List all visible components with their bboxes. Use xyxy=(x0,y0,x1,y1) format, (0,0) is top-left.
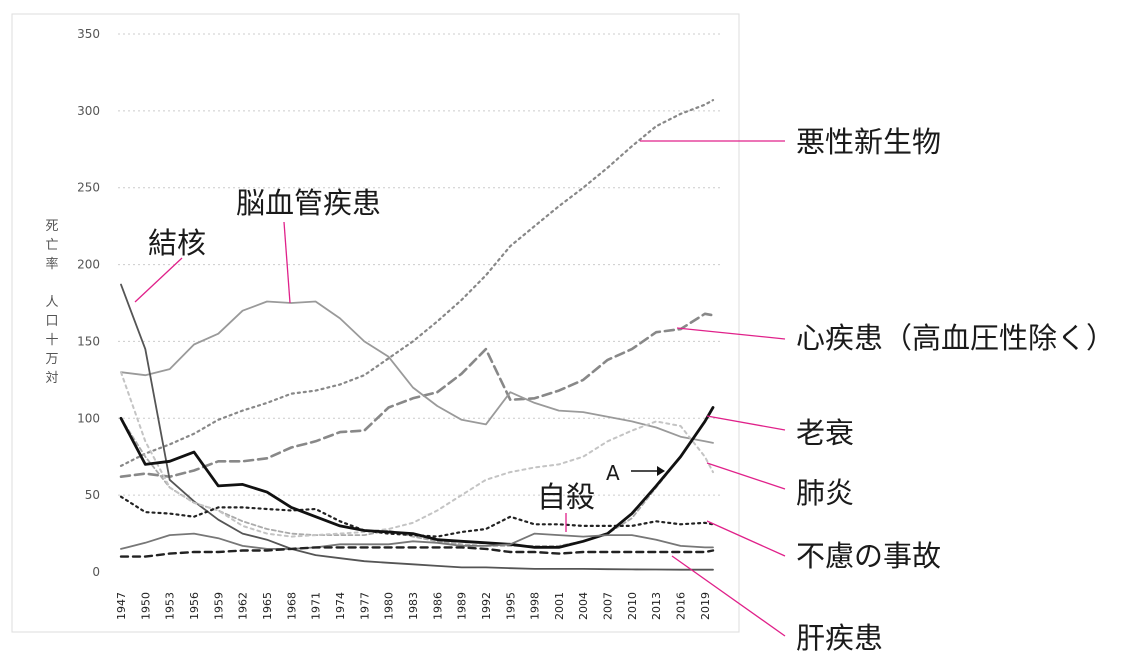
leader-line-3 xyxy=(134,257,183,303)
x-tick-2010: 2010 xyxy=(626,592,639,620)
x-tick-1971: 1971 xyxy=(310,592,323,620)
y-tick-0: 0 xyxy=(92,565,100,579)
x-tick-1977: 1977 xyxy=(358,592,371,620)
x-tick-1974: 1974 xyxy=(334,592,347,620)
series-line-8 xyxy=(119,406,715,549)
x-tick-1998: 1998 xyxy=(529,592,542,620)
series-line-7 xyxy=(119,495,715,538)
annotation-label-7: 不慮の事故 xyxy=(796,539,941,573)
y-tick-50: 50 xyxy=(85,488,100,502)
x-tick-1956: 1956 xyxy=(188,592,201,620)
y-label-char: 口 xyxy=(45,314,58,329)
x-tick-1947: 1947 xyxy=(115,592,128,620)
y-label-char: 率 xyxy=(45,256,58,272)
x-tick-1965: 1965 xyxy=(261,592,274,620)
plot-frame xyxy=(11,13,740,633)
x-tick-1959: 1959 xyxy=(212,592,225,620)
annotation-leaders xyxy=(134,140,786,637)
grid-lines xyxy=(118,33,720,496)
series-line-3 xyxy=(120,300,714,444)
x-tick-1953: 1953 xyxy=(164,592,177,620)
leader-line-4 xyxy=(676,327,786,340)
annotation-label-5: 老衰 xyxy=(796,416,854,450)
series-line-6 xyxy=(120,371,714,538)
leader-line-6 xyxy=(706,462,786,490)
x-tick-1980: 1980 xyxy=(383,592,396,620)
x-tick-1968: 1968 xyxy=(285,592,298,620)
x-tick-1989: 1989 xyxy=(456,592,469,620)
x-tick-1983: 1983 xyxy=(407,592,420,620)
y-label-char: 十 xyxy=(45,333,58,348)
y-label-char: 亡 xyxy=(45,238,58,253)
leader-line-9 xyxy=(671,555,786,637)
x-tick-2007: 2007 xyxy=(602,592,615,620)
series-line-1 xyxy=(119,99,715,467)
x-tick-2019: 2019 xyxy=(699,592,712,620)
annotation-label-6: 肺炎 xyxy=(796,476,854,510)
annotation-label-8: 自殺 xyxy=(537,480,595,514)
y-label-char: 万 xyxy=(45,352,58,367)
annotation-label-1: 悪性新生物 xyxy=(796,125,941,159)
y-tick-100: 100 xyxy=(77,411,100,425)
series-line-9 xyxy=(120,532,714,550)
series-line-2 xyxy=(119,312,715,478)
x-tick-2001: 2001 xyxy=(553,592,566,620)
series-line-4 xyxy=(120,283,714,571)
annotation-label-9: 肝疾患 xyxy=(796,621,883,655)
y-label-char: 死 xyxy=(45,219,58,234)
y-label-char: 対 xyxy=(45,371,58,386)
y-tick-200: 200 xyxy=(77,258,100,272)
y-tick-150: 150 xyxy=(77,334,100,348)
x-tick-1995: 1995 xyxy=(504,592,517,620)
y-tick-250: 250 xyxy=(77,181,100,195)
y-tick-350: 350 xyxy=(77,27,100,41)
y-tick-300: 300 xyxy=(77,104,100,118)
series-line-10 xyxy=(119,546,715,558)
annotation-label-4: 心疾患（高血圧性除く） xyxy=(796,321,1115,355)
y-label-char: 人 xyxy=(45,295,58,310)
x-tick-1992: 1992 xyxy=(480,592,493,620)
annotation-label-3: 結核 xyxy=(148,226,206,260)
x-tick-labels: 1947 1950 1953 1956 1959 1962 1965 1968 1971 1974… xyxy=(115,592,712,620)
arrow-a-head xyxy=(657,466,665,476)
x-tick-2004: 2004 xyxy=(577,592,590,620)
x-tick-2013: 2013 xyxy=(650,592,663,620)
annotation-label-2: 脳血管疾患 xyxy=(236,186,381,220)
leader-line-7 xyxy=(706,520,786,557)
series-lines xyxy=(119,99,715,571)
annotation-label-10: A xyxy=(606,461,620,485)
y-tick-labels: 0 50 100 150 200 250 300 350 xyxy=(77,27,100,579)
x-tick-2016: 2016 xyxy=(675,592,688,620)
x-tick-1986: 1986 xyxy=(431,592,444,620)
leader-line-2 xyxy=(283,221,291,304)
x-tick-1962: 1962 xyxy=(237,592,250,620)
x-tick-1950: 1950 xyxy=(139,592,152,620)
leader-line-5 xyxy=(706,415,786,431)
